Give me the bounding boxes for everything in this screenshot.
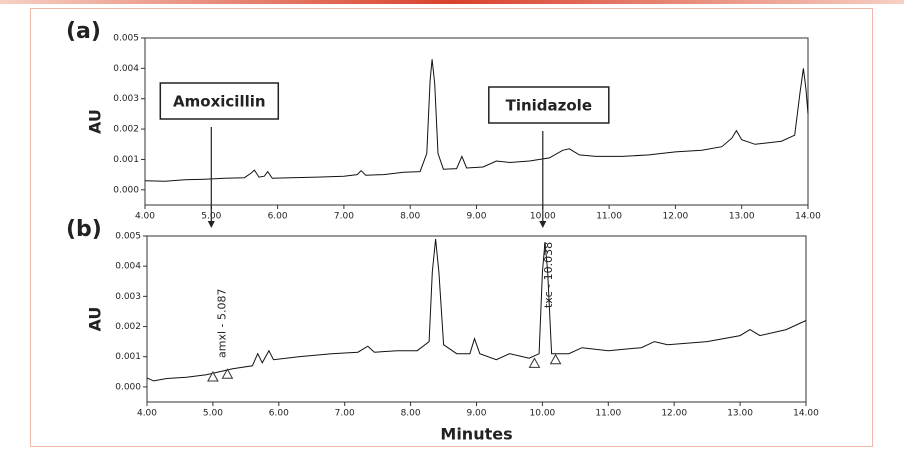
x-tick-label: 13.00 <box>727 409 753 419</box>
y-axis-label: AU <box>86 109 105 134</box>
x-tick-label: 12.00 <box>661 409 687 419</box>
annotation-label: Tinidazole <box>506 97 592 115</box>
baseline-marker <box>207 370 219 382</box>
x-tick-label: 9.00 <box>466 212 486 222</box>
x-tick-label: 8.00 <box>401 409 421 419</box>
y-tick-label: 0.000 <box>115 382 141 392</box>
y-tick-label: 0.002 <box>115 322 141 332</box>
annotation-label: Amoxicillin <box>173 93 266 111</box>
y-tick-label: 0.004 <box>113 64 139 74</box>
x-tick-label: 14.00 <box>793 409 819 419</box>
peak-label: txc - 10.038 <box>542 242 555 308</box>
x-tick-label: 7.00 <box>334 212 354 222</box>
y-tick-label: 0.003 <box>115 292 141 302</box>
trace <box>146 238 807 382</box>
x-tick-label: 13.00 <box>729 212 755 222</box>
x-tick-label: 10.00 <box>530 409 556 419</box>
y-tick-label: 0.001 <box>115 352 141 362</box>
y-tick-label: 0.001 <box>113 155 139 165</box>
annotation-box <box>159 82 280 120</box>
top-bar <box>0 0 904 4</box>
baseline-marker <box>221 368 234 379</box>
frame <box>30 8 873 447</box>
baseline-marker <box>549 353 562 365</box>
x-tick-label: 11.00 <box>595 409 621 419</box>
x-tick-label: 11.00 <box>596 212 622 222</box>
x-tick-label: 8.00 <box>400 212 420 222</box>
x-tick-label: 9.00 <box>466 409 486 419</box>
y-tick-label: 0.005 <box>113 34 139 44</box>
y-tick-label: 0.002 <box>113 125 139 135</box>
y-tick-label: 0.003 <box>113 94 139 104</box>
arrow-head <box>539 221 547 228</box>
x-tick-label: 5.00 <box>203 409 223 419</box>
x-axis-label: Minutes <box>440 425 512 444</box>
x-tick-label: 14.00 <box>795 212 821 222</box>
panel-label: (a) <box>66 19 101 44</box>
x-tick-label: 6.00 <box>269 409 289 419</box>
panel-label: (b) <box>66 217 102 242</box>
x-tick-label: 12.00 <box>663 212 689 222</box>
plot-frame <box>146 235 807 403</box>
y-tick-label: 0.000 <box>113 185 139 195</box>
trace <box>144 59 809 182</box>
x-tick-label: 4.00 <box>137 409 157 419</box>
baseline-marker <box>528 357 541 368</box>
arrow-head <box>207 221 215 228</box>
x-tick-label: 6.00 <box>268 212 288 222</box>
x-tick-label: 7.00 <box>335 409 355 419</box>
annotation-box <box>488 86 610 124</box>
y-tick-label: 0.004 <box>115 262 141 272</box>
x-tick-label: 4.00 <box>135 212 155 222</box>
y-tick-label: 0.005 <box>115 232 141 242</box>
peak-label: amxl - 5.087 <box>216 289 229 358</box>
plot-frame <box>144 37 809 206</box>
y-axis-label: AU <box>86 307 105 332</box>
